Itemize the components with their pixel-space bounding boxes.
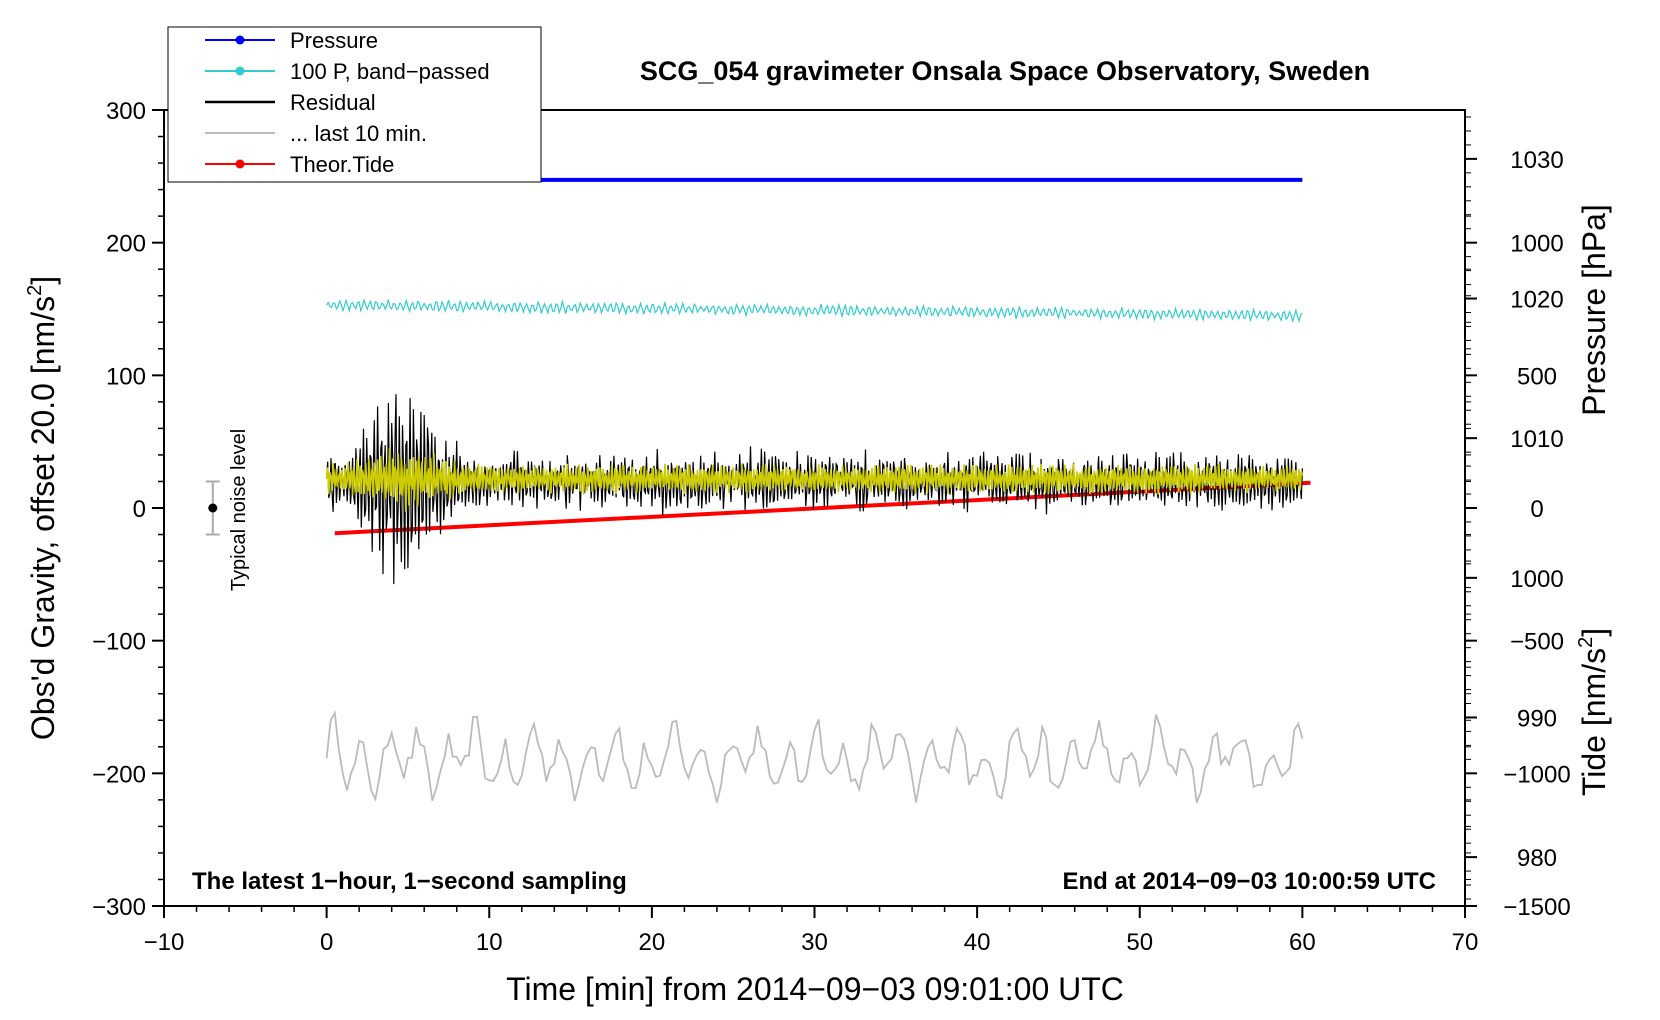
tide-tick-label: −1500 bbox=[1503, 894, 1570, 921]
y-left-title-sup: 2 bbox=[24, 285, 46, 296]
series-theor-tide bbox=[334, 480, 1311, 536]
y-left-tick-label: 100 bbox=[106, 363, 146, 390]
tide-title-end: ] bbox=[1576, 628, 1612, 637]
y-left-axis-title: Obs'd Gravity, offset 20.0 [nm/s2] bbox=[24, 276, 61, 740]
noise-level-indicator bbox=[205, 480, 220, 536]
pressure-tick-label: 1030 bbox=[1510, 147, 1563, 174]
pressure-tick-label: 980 bbox=[1517, 845, 1557, 872]
tide-tick-label: 1000 bbox=[1510, 231, 1563, 258]
y-left-title-end: ] bbox=[25, 276, 61, 285]
pressure-tick-label: 1010 bbox=[1510, 426, 1563, 453]
x-tick-label: 70 bbox=[1452, 929, 1479, 956]
y-left-axis-ticks: 300 200 100 0 −100 −200 −300 bbox=[92, 98, 164, 921]
legend-label: Residual bbox=[290, 90, 376, 115]
x-tick-label: 50 bbox=[1126, 929, 1153, 956]
pressure-tick-label: 990 bbox=[1517, 705, 1557, 732]
x-tick-label: 40 bbox=[964, 929, 991, 956]
legend-label: 100 P, band−passed bbox=[290, 59, 490, 84]
note-right: End at 2014−09−03 10:00:59 UTC bbox=[1062, 868, 1436, 895]
tide-axis-ticks: 1000 500 0 −500 −1000 −1500 bbox=[1465, 215, 1571, 921]
x-tick-label: 0 bbox=[320, 929, 333, 956]
series-band-passed-pressure bbox=[326, 297, 1303, 324]
legend-marker bbox=[235, 35, 245, 45]
y-left-tick-label: −200 bbox=[92, 761, 146, 788]
x-tick-label: 30 bbox=[801, 929, 828, 956]
series-last-10-min bbox=[325, 710, 1304, 803]
x-tick-label: 10 bbox=[476, 929, 503, 956]
pressure-tick-label: 1020 bbox=[1510, 287, 1563, 314]
pressure-tick-label: 1000 bbox=[1510, 566, 1563, 593]
legend-label: Pressure bbox=[290, 28, 378, 53]
tide-tick-label: 0 bbox=[1530, 496, 1543, 523]
noise-bar-center bbox=[208, 503, 218, 513]
legend-box bbox=[167, 26, 542, 183]
series-group bbox=[325, 177, 1311, 803]
tide-tick-label: −500 bbox=[1510, 629, 1564, 656]
y-left-tick-label: −100 bbox=[92, 629, 146, 656]
y-left-tick-label: −300 bbox=[92, 894, 146, 921]
tide-axis-title: Tide [nm/s2] bbox=[1575, 628, 1612, 796]
legend-marker bbox=[235, 159, 245, 169]
pressure-axis-title: Pressure [hPa] bbox=[1576, 204, 1612, 416]
x-tick-label: −10 bbox=[144, 929, 185, 956]
legend-label: Theor.Tide bbox=[290, 152, 394, 177]
noise-label: Typical noise level bbox=[228, 429, 250, 591]
x-tick-label: 20 bbox=[639, 929, 666, 956]
pressure-axis-ticks: 1030 1020 1010 1000 990 980 bbox=[1465, 116, 1564, 900]
y-left-tick-label: 200 bbox=[106, 231, 146, 258]
legend-marker bbox=[235, 66, 245, 76]
x-tick-label: 60 bbox=[1289, 929, 1316, 956]
legend-label: ... last 10 min. bbox=[290, 121, 427, 146]
tide-tick-label: 500 bbox=[1517, 363, 1557, 390]
x-axis-title: Time [min] from 2014−09−03 09:01:00 UTC bbox=[506, 971, 1124, 1007]
chart-title: SCG_054 gravimeter Onsala Space Observat… bbox=[640, 56, 1370, 86]
tide-tick-label: −1000 bbox=[1503, 761, 1570, 788]
y-left-tick-label: 0 bbox=[133, 496, 146, 523]
series-residual-smoothed bbox=[325, 448, 1304, 512]
note-left: The latest 1−hour, 1−second sampling bbox=[192, 868, 627, 895]
tide-title-main: Tide [nm/s bbox=[1576, 648, 1612, 796]
y-left-tick-label: 300 bbox=[106, 98, 146, 125]
x-axis-ticks: −10 0 10 20 30 40 50 60 70 bbox=[144, 906, 1479, 956]
tide-title-sup: 2 bbox=[1575, 637, 1597, 648]
legend: Pressure 100 P, band−passed Residual ... la… bbox=[167, 26, 542, 183]
y-left-title-main: Obs'd Gravity, offset 20.0 [nm/s bbox=[25, 296, 61, 740]
